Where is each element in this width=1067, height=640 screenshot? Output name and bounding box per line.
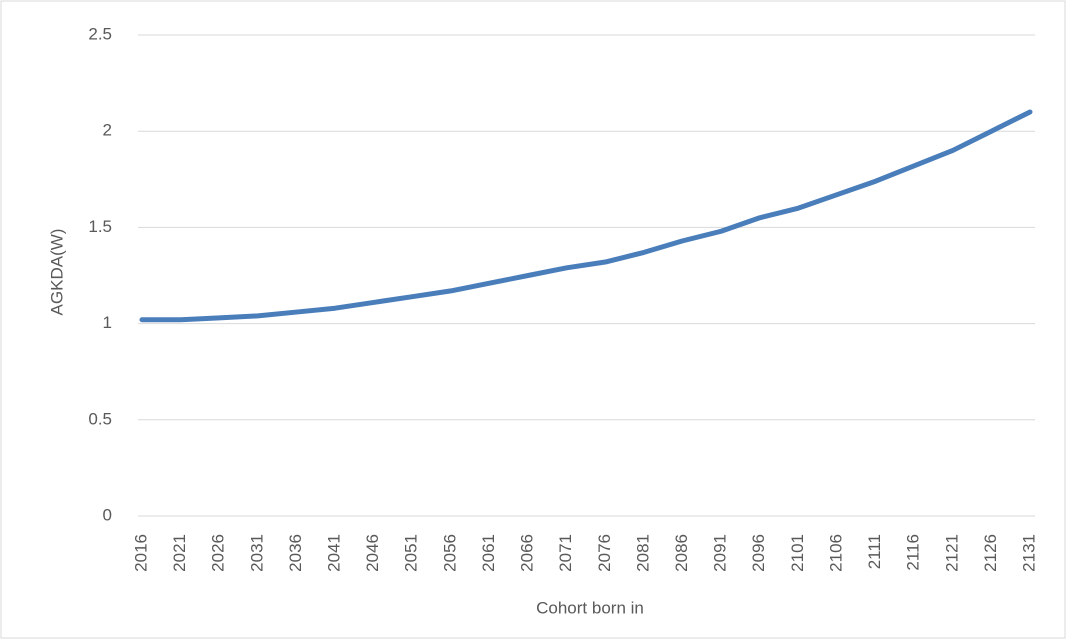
x-tick-label: 2026 [209, 534, 228, 572]
x-tick-label: 2016 [131, 534, 150, 572]
x-tick-label: 2066 [518, 534, 537, 572]
line-series [139, 109, 1033, 323]
x-tick-label: 2061 [479, 534, 498, 572]
x-tick-label: 2096 [749, 534, 768, 572]
y-tick-label: 1.5 [88, 217, 112, 236]
y-axis-title: AGKDA(W) [47, 229, 66, 316]
x-axis-title: Cohort born in [536, 598, 644, 617]
y-tick-label: 1 [103, 313, 112, 332]
x-tick-label: 2036 [286, 534, 305, 572]
y-tick-label: 0.5 [88, 409, 112, 428]
x-tick-label: 2081 [633, 534, 652, 572]
x-tick-label: 2111 [865, 534, 884, 569]
x-tick-label: 2051 [402, 534, 421, 572]
x-tick-label: 2076 [595, 534, 614, 572]
x-tick-label: 2116 [904, 534, 923, 571]
x-tick-label: 2106 [826, 534, 845, 572]
x-tick-label: 2071 [556, 534, 575, 572]
x-tick-label: 2091 [711, 534, 730, 572]
y-tick-label: 2.5 [88, 24, 112, 43]
y-tick-label: 0 [103, 505, 112, 524]
x-tick-label: 2131 [1019, 534, 1038, 572]
x-tick-label: 2041 [325, 534, 344, 572]
x-tick-label: 2046 [363, 534, 382, 572]
y-tick-label: 2 [103, 121, 112, 140]
x-tick-label: 2101 [788, 534, 807, 572]
x-tick-label: 2086 [672, 534, 691, 572]
x-tick-label: 2126 [981, 534, 1000, 572]
x-tick-label: 2056 [440, 534, 459, 572]
x-tick-label: 2031 [247, 534, 266, 572]
x-tick-label: 2121 [942, 534, 961, 572]
x-tick-label: 2021 [170, 534, 189, 572]
